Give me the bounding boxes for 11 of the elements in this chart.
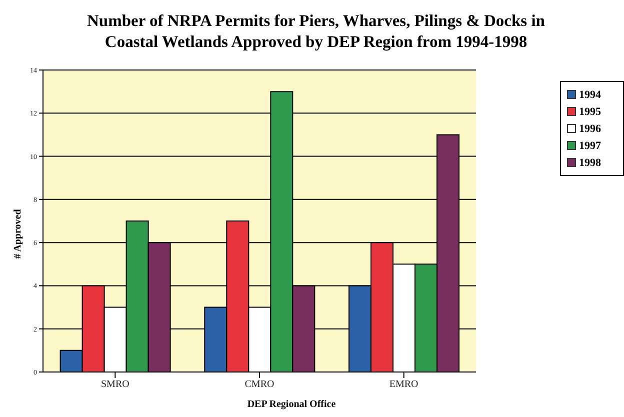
legend-label: 1994 bbox=[579, 88, 601, 100]
legend-label: 1996 bbox=[579, 122, 601, 134]
x-axis-title: DEP Regional Office bbox=[246, 399, 337, 410]
legend-label: 1998 bbox=[579, 156, 601, 168]
y-axis-title: # Approved bbox=[12, 209, 24, 259]
legend-label: 1995 bbox=[579, 106, 601, 118]
x-tick-label: SMRO bbox=[100, 379, 130, 390]
x-tick-label: CMRO bbox=[244, 379, 274, 390]
legend-label: 1997 bbox=[579, 140, 601, 152]
x-tick-label: EMRO bbox=[389, 379, 418, 390]
chart-title: Number of NRPA Permits for Piers, Wharves, Pilings & Docks in Coastal Wetlands Approved by DEP Region from 1994-1998 bbox=[86, 10, 546, 52]
